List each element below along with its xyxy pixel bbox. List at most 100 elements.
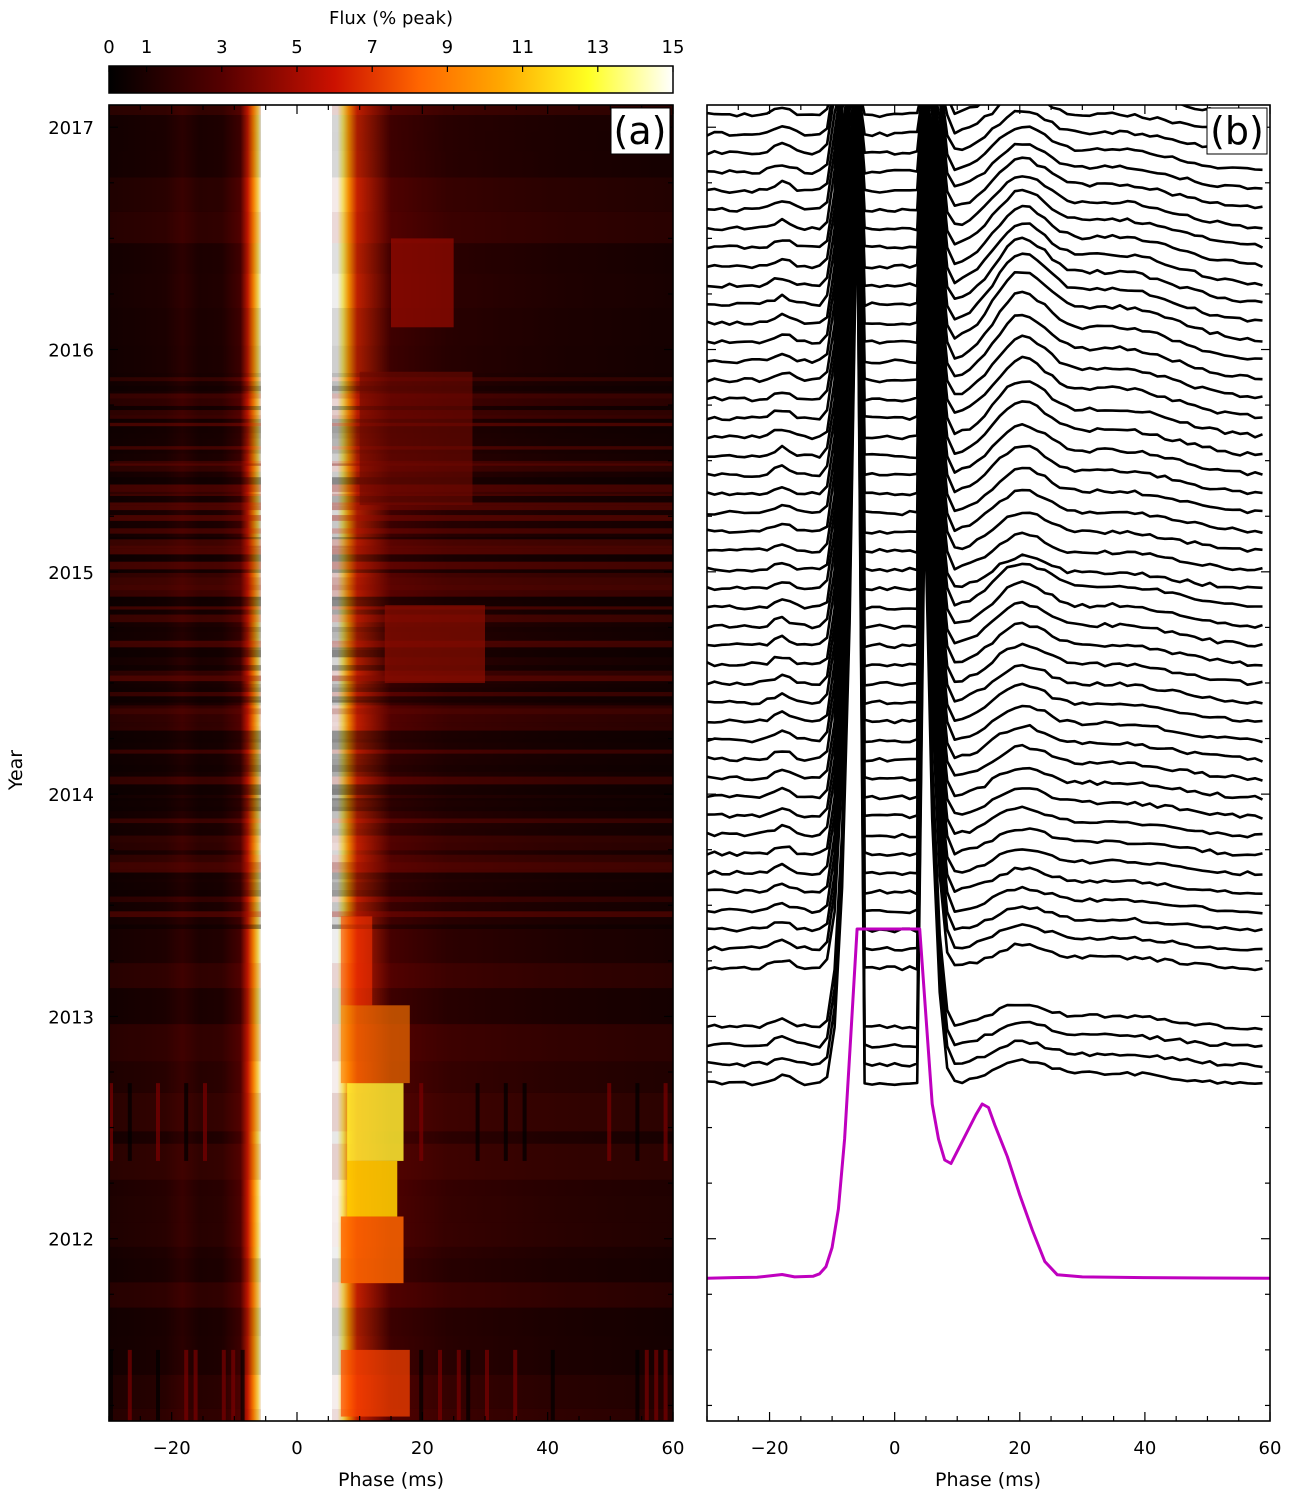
stacked-profile-line [707,123,1263,1031]
heatmap-row [109,828,673,836]
stacked-profile-line [707,105,1263,194]
panel-a-xlabel: Phase (ms) [338,1469,444,1491]
heatmap-row [109,151,673,178]
panel-a-ytick-label: 2015 [48,563,94,584]
stacked-profile-line [707,105,1263,706]
heatmap-component-band [340,1349,410,1417]
panel-b-label: (b) [1210,109,1264,153]
stacked-profile-line [707,105,1263,934]
heatmap-row [109,115,673,132]
heatmap-column-noise [184,1083,189,1161]
panel-a-ticks: −20 0 20 40 60 2012 2013 2014 2015 2016 2017 [48,105,684,1459]
panel-a-ylabel: Year [5,750,27,791]
panel-b-xlabel: Phase (ms) [935,1469,1041,1491]
heatmap-row [109,758,673,765]
heatmap-column-noise [513,1349,518,1421]
heatmap-row [109,572,673,578]
stacked-profile-line [707,142,1263,1049]
heatmap-column-noise [127,1349,132,1421]
reference-profile-line [707,927,1270,1280]
heatmap-column-noise [485,1349,489,1421]
stacked-profile-line [707,105,1263,952]
heatmap-row [109,699,673,703]
panel-b-xtick-label: −20 [751,1438,789,1459]
panel-a-xtick-label: 20 [411,1438,434,1459]
heatmap-row [109,726,673,731]
heatmap-row [109,835,673,843]
stacked-profile-line [707,105,1264,270]
heatmap-column-noise [127,1083,132,1161]
heatmap-rows [109,105,673,1421]
heatmap-row [109,705,673,709]
heatmap-row [109,702,673,706]
heatmap-row [109,722,673,727]
heatmap-row [109,776,673,785]
stacked-profile-line [707,105,1263,555]
heatmap-column-noise [109,1349,113,1421]
heatmap-row [109,714,673,723]
heatmap-row [109,928,673,964]
panel-a-ytick-label: 2013 [48,1007,94,1028]
stacked-profile-line [707,105,1263,687]
heatmap-column-noise [503,1083,508,1161]
heatmap-row [109,600,673,607]
heatmap-row [109,806,673,812]
stacked-profile-line [707,105,1263,403]
stacked-profile-line [707,105,1263,289]
heatmap-column-noise [419,1083,424,1161]
heatmap-row [109,753,673,759]
heatmap-row [109,590,673,597]
heatmap-column-noise [635,1349,640,1421]
stacked-profile-line [707,105,1263,232]
heatmap-row [109,683,673,688]
colorbar-tick-label: 5 [291,37,302,58]
panel-b-xtick-label: 60 [1259,1438,1282,1459]
stacked-profile-line [707,105,1263,119]
panel-b-label-box [1206,107,1268,155]
heatmap-row [109,811,673,819]
panel-b: −20 0 20 40 60 (b) Phase (ms) [706,104,1282,1491]
stacked-profile-line [707,180,1263,1087]
stacked-profile-line [707,105,1263,213]
heatmap-row [109,510,673,516]
heatmap-row [109,584,673,591]
heatmap-column-noise [475,1083,480,1161]
stacked-profile-line [707,105,1263,725]
heatmap-row [109,561,673,570]
heatmap-row [109,872,673,880]
heatmap-column-noise [156,1349,160,1421]
heatmap-row [109,854,673,863]
heatmap-row [109,800,673,807]
heatmap-row [109,505,673,511]
panel-a-xtick-label: 0 [291,1438,302,1459]
heatmap-component-band [340,1005,410,1084]
heatmap-row [109,1282,673,1308]
panel-b-xtick-label: 20 [1008,1438,1031,1459]
colorbar-tick-label: 1 [141,37,152,58]
heatmap-column-noise [466,1349,471,1421]
colorbar-tick-label: 0 [103,37,114,58]
stacked-profile-line [707,105,1263,308]
panel-a-label-box [610,107,671,155]
heatmap-column-noise [438,1349,442,1421]
heatmap-row [109,889,673,897]
colorbar-tick-label: 15 [662,37,685,58]
heatmap-row [109,691,673,697]
heatmap-row [109,687,673,692]
heatmap-row [109,842,673,851]
heatmap-row [109,788,673,795]
panel-b-xtick-label: 0 [889,1438,900,1459]
heatmap-column-noise [663,1083,668,1161]
heatmap-row [109,515,673,521]
heatmap-row [109,537,673,540]
stacked-profile-line [707,105,1263,138]
heatmap-row [109,131,673,152]
heatmap-row [109,548,673,555]
heatmap-component-band [391,238,454,328]
heatmap-row [109,902,673,908]
heatmap-column-noise [240,1349,245,1421]
heatmap-column-noise [607,1083,612,1161]
heatmap-row [109,105,673,116]
heatmap-column-noise [193,1349,198,1421]
